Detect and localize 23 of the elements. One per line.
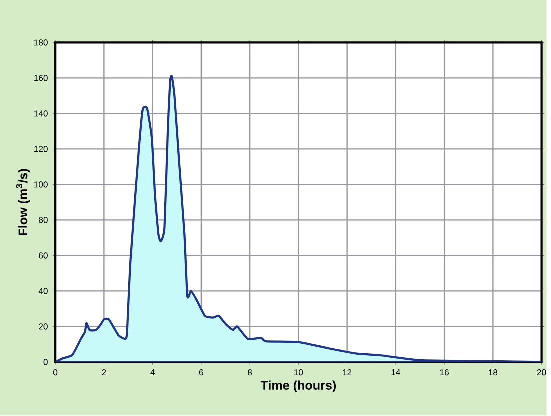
x-tick-label: 8 <box>248 370 252 376</box>
y-tick-label: 160 <box>34 75 48 82</box>
x-tick-label: 2 <box>102 370 106 376</box>
x-tick-label: 10 <box>294 370 304 376</box>
y-tick-label: 80 <box>39 217 48 224</box>
y-tick-label: 140 <box>34 110 48 117</box>
x-tick-label: 4 <box>150 370 155 376</box>
y-tick-label: 40 <box>38 288 48 294</box>
x-axis-title: Time (hours) <box>260 380 336 393</box>
y-tick-label: 20 <box>39 324 48 330</box>
y-tick-label: 60 <box>39 252 48 259</box>
x-tick-label: 0 <box>54 370 58 376</box>
x-tick-label: 6 <box>199 370 204 376</box>
x-tick-label: 14 <box>392 370 400 376</box>
x-tick-label: 16 <box>440 370 449 376</box>
x-tick-label: 12 <box>343 370 352 376</box>
y-tick-label: 180 <box>34 40 48 46</box>
x-tick-label: 20 <box>537 370 546 376</box>
y-tick-label: 120 <box>34 146 48 152</box>
y-axis-title: Flow (m$^{3}$/s) <box>16 169 30 236</box>
y-tick-label: 0 <box>44 359 48 366</box>
y-tick-label: 100 <box>34 182 48 188</box>
x-tick-label: 18 <box>489 370 498 376</box>
